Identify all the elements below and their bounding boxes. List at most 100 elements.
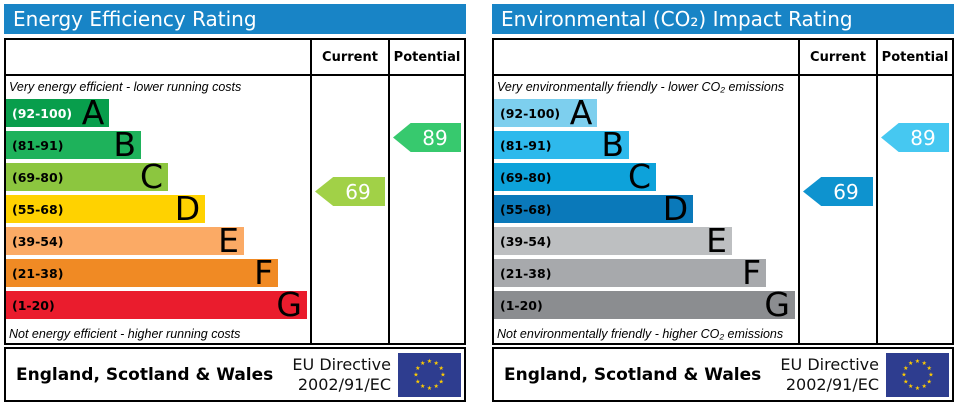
eu-directive-label: EU Directive 2002/91/EC [292, 354, 391, 394]
bands-column: Very environmentally friendly - lower CO… [494, 76, 800, 345]
band-range-label: (81-91) [12, 137, 64, 153]
eu-star-glyph: ★ [438, 378, 443, 385]
band-b-bar: (81-91) B [494, 125, 629, 164]
band-e-bar: (39-54) E [6, 221, 245, 260]
eu-star-glyph: ★ [903, 364, 908, 371]
band-f-bar: (21-38) F [494, 253, 767, 292]
band-f-bar: (21-38) F [6, 253, 279, 292]
table-body: Very environmentally friendly - lower CO… [494, 76, 952, 345]
potential-value-column: 89 [878, 76, 952, 345]
band-range-label: (55-68) [500, 201, 552, 217]
current-rating-value: 69 [345, 179, 371, 204]
potential-rating-value: 89 [910, 125, 936, 150]
potential-value-column: 89 [390, 76, 464, 345]
band-letter: B [113, 125, 136, 164]
eu-star-glyph: ★ [908, 383, 913, 390]
current-rating-value: 69 [833, 179, 859, 204]
potential-column-header: Potential [393, 49, 461, 65]
current-rating-arrow: 69 [803, 177, 873, 206]
panel-title-environmental: Environmental (CO₂) Impact Rating [492, 4, 954, 34]
eu-star-glyph: ★ [427, 385, 432, 392]
band-letter: A [569, 93, 593, 132]
current-column-header: Current [800, 40, 878, 74]
potential-rating-arrow: 89 [393, 123, 461, 152]
band-letter: D [662, 189, 689, 228]
region-label: England, Scotland & Wales [504, 364, 762, 385]
band-letter: E [706, 221, 728, 260]
current-value-column: 69 [312, 76, 390, 345]
band-range-label: (21-38) [12, 265, 64, 281]
eu-star-glyph: ★ [413, 371, 418, 378]
band-c-bar: (69-80) C [6, 157, 169, 196]
top-note: Very energy efficient - lower running co… [9, 80, 242, 94]
band-letter: F [254, 253, 274, 292]
band-range-label: (69-80) [12, 169, 64, 185]
band-a-bar: (92-100) A [494, 93, 598, 132]
band-letter: C [627, 157, 652, 196]
footer-environmental: England, Scotland & Wales EU Directive 2… [492, 347, 954, 402]
table-header-row: Current Potential [6, 40, 464, 76]
eu-star-glyph: ★ [928, 371, 933, 378]
band-range-label: (92-100) [12, 105, 73, 121]
table-body: Very energy efficient - lower running co… [6, 76, 464, 345]
band-range-label: (1-20) [12, 297, 55, 313]
eu-star-glyph: ★ [420, 383, 425, 390]
band-letter: B [601, 125, 624, 164]
current-rating-arrow: 69 [315, 177, 385, 206]
band-range-label: (39-54) [500, 233, 552, 249]
top-note: Very environmentally friendly - lower CO… [497, 80, 785, 94]
eu-star-glyph: ★ [926, 378, 931, 385]
eu-star-glyph: ★ [440, 371, 445, 378]
eu-star-glyph: ★ [438, 364, 443, 371]
band-range-label: (55-68) [12, 201, 64, 217]
band-range-label: (81-91) [500, 137, 552, 153]
band-c-bar: (69-80) C [494, 157, 657, 196]
eu-flag-icon: ★ ★ ★ ★ ★ ★ ★ ★ ★ ★ ★ ★ [398, 352, 461, 397]
band-g-bar: (1-20) G [494, 288, 795, 321]
header-spacer-cell [6, 40, 312, 74]
header-spacer-cell [494, 40, 800, 74]
eu-star-glyph: ★ [901, 371, 906, 378]
band-list: (92-100) A (81-91) B (69-80) C (55-68) D (39… [494, 93, 798, 321]
eu-star-glyph: ★ [415, 378, 420, 385]
eu-star-glyph: ★ [922, 383, 927, 390]
band-letter: G [276, 285, 302, 324]
eu-star-glyph: ★ [427, 358, 432, 365]
potential-rating-value: 89 [422, 125, 448, 150]
band-letter: A [81, 93, 105, 132]
band-letter: F [742, 253, 762, 292]
eu-directive-label: EU Directive 2002/91/EC [780, 354, 879, 394]
eu-star-glyph: ★ [915, 358, 920, 365]
footer-energy: England, Scotland & Wales EU Directive 2… [4, 347, 466, 402]
potential-rating-arrow: 89 [881, 123, 949, 152]
bottom-note: Not environmentally friendly - higher CO… [497, 327, 784, 341]
eu-star-glyph: ★ [915, 385, 920, 392]
eu-star-glyph: ★ [926, 364, 931, 371]
eu-star-glyph: ★ [903, 378, 908, 385]
current-column-header: Current [312, 40, 390, 74]
potential-column-header: Potential [881, 49, 949, 65]
environmental-rating-panel: Environmental (CO₂) Impact Rating Curren… [492, 4, 954, 402]
eu-flag-icon: ★ ★ ★ ★ ★ ★ ★ ★ ★ ★ ★ ★ [886, 352, 949, 397]
eu-star-glyph: ★ [415, 364, 420, 371]
eu-star-glyph: ★ [908, 359, 913, 366]
eu-star-glyph: ★ [434, 359, 439, 366]
current-value-column: 69 [800, 76, 878, 345]
band-g-bar: (1-20) G [6, 285, 307, 324]
energy-rating-table: Current Potential Very energy efficient … [4, 38, 466, 345]
band-letter: C [139, 157, 164, 196]
band-range-label: (1-20) [500, 297, 543, 313]
table-header-row: Current Potential [494, 40, 952, 76]
environmental-rating-table: Current Potential Very environmentally f… [492, 38, 954, 345]
band-d-bar: (55-68) D [494, 189, 694, 228]
band-range-label: (39-54) [12, 233, 64, 249]
band-letter: E [218, 221, 240, 260]
band-b-bar: (81-91) B [6, 125, 141, 164]
band-e-bar: (39-54) E [494, 221, 733, 260]
band-list: (92-100) A (81-91) B (69-80) C (55-68) D (39… [6, 93, 310, 324]
eu-star-glyph: ★ [420, 359, 425, 366]
band-letter: D [174, 189, 201, 228]
band-range-label: (92-100) [500, 105, 561, 121]
band-a-bar: (92-100) A [6, 93, 110, 132]
